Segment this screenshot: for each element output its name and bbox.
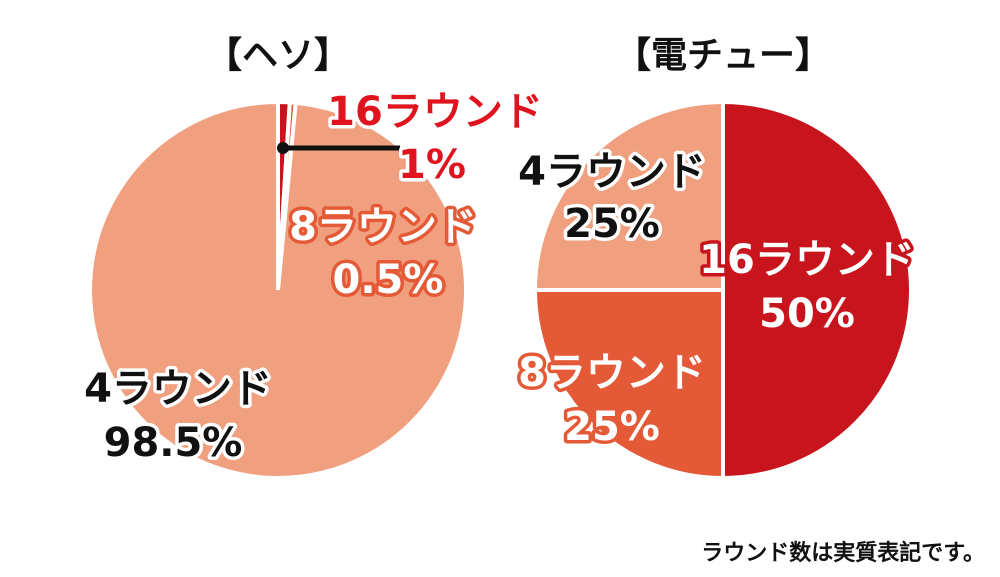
heso-slice-4r bbox=[88, 99, 469, 480]
denchu-label-16r: 16ラウンド bbox=[699, 237, 915, 283]
heso-value-4r: 98.5% bbox=[104, 420, 243, 466]
denchu-label-8r: 8ラウンド bbox=[518, 350, 706, 396]
denchu-slice-8r bbox=[532, 288, 725, 481]
heso-label-4r: 4ラウンド bbox=[84, 366, 272, 412]
denchu-value-16r: 50% bbox=[759, 291, 855, 337]
denchu-title: 【電チュー】 bbox=[615, 35, 831, 76]
heso-label-16r: 16ラウンド bbox=[327, 89, 543, 135]
heso-pie bbox=[88, 99, 469, 480]
denchu-slice-16r bbox=[721, 99, 913, 481]
heso-title: 【ヘソ】 bbox=[206, 35, 350, 76]
heso-label-8r: 8ラウンド bbox=[289, 204, 477, 250]
heso-leader-dot bbox=[277, 142, 289, 154]
heso-value-16r: 1% bbox=[398, 142, 466, 188]
footnote: ラウンド数は実質表記です。 bbox=[701, 540, 985, 566]
denchu-pie bbox=[532, 99, 913, 481]
denchu-label-4r: 4ラウンド bbox=[518, 149, 706, 195]
denchu-slice-4r bbox=[532, 99, 725, 292]
denchu-value-8r: 25% bbox=[564, 404, 660, 450]
heso-value-8r: 0.5% bbox=[333, 257, 444, 303]
denchu-value-4r: 25% bbox=[564, 201, 660, 247]
